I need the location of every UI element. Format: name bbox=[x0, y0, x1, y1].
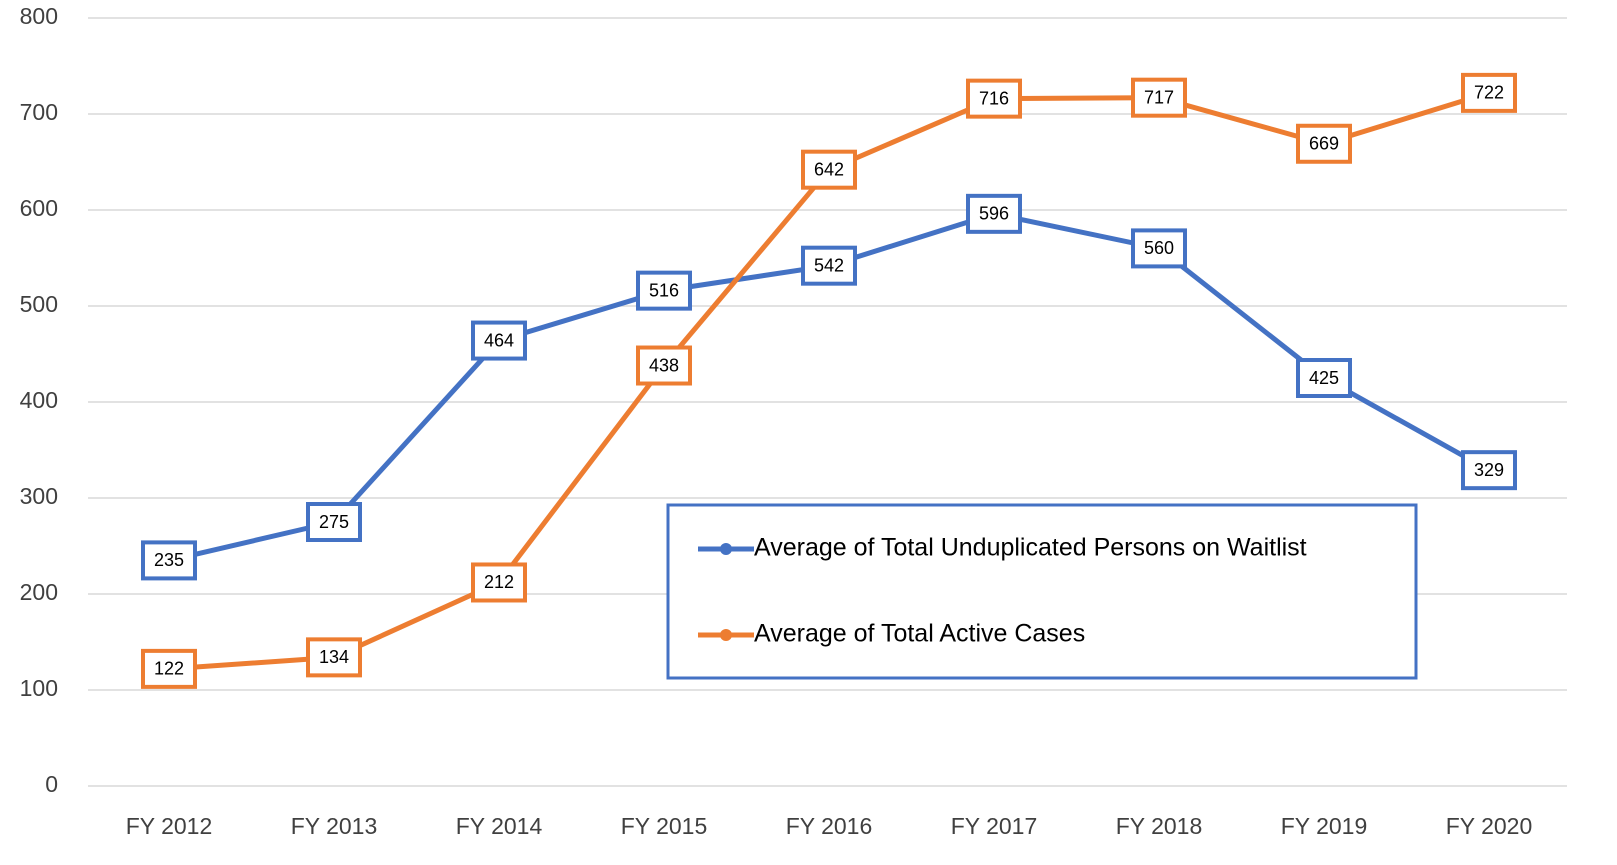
data-label: 642 bbox=[814, 159, 844, 179]
data-label-box bbox=[636, 345, 692, 386]
x-tick-label: FY 2018 bbox=[1116, 813, 1203, 839]
x-tick-label: FY 2019 bbox=[1281, 813, 1368, 839]
x-tick-label: FY 2017 bbox=[951, 813, 1038, 839]
legend-label: Average of Total Active Cases bbox=[754, 620, 1085, 648]
data-label: 560 bbox=[1144, 238, 1174, 258]
data-label: 717 bbox=[1144, 87, 1174, 107]
y-tick-label: 200 bbox=[20, 579, 58, 605]
y-tick-label: 100 bbox=[20, 675, 58, 701]
y-tick-label: 500 bbox=[20, 291, 58, 317]
data-label-box bbox=[1131, 228, 1187, 269]
data-label: 438 bbox=[649, 355, 679, 375]
y-tick-label: 0 bbox=[45, 771, 58, 797]
data-label-box bbox=[966, 193, 1022, 234]
data-label-box bbox=[636, 270, 692, 311]
data-label: 722 bbox=[1474, 83, 1504, 103]
y-tick-label: 300 bbox=[20, 483, 58, 509]
data-label-box bbox=[471, 320, 527, 361]
data-label-box bbox=[306, 502, 362, 542]
data-label: 425 bbox=[1309, 368, 1339, 388]
data-label-box bbox=[966, 78, 1022, 119]
data-label: 669 bbox=[1309, 134, 1339, 154]
y-tick-label: 400 bbox=[20, 387, 58, 413]
data-label: 464 bbox=[484, 330, 514, 350]
x-tick-label: FY 2013 bbox=[291, 813, 378, 839]
data-label-box bbox=[1296, 358, 1352, 398]
x-tick-label: FY 2012 bbox=[126, 813, 213, 839]
legend-marker bbox=[720, 543, 732, 555]
data-label: 542 bbox=[814, 255, 844, 275]
data-label: 235 bbox=[154, 550, 184, 570]
y-tick-label: 700 bbox=[20, 99, 58, 125]
y-tick-label: 800 bbox=[20, 3, 58, 29]
data-label-box bbox=[1461, 450, 1517, 491]
x-tick-label: FY 2015 bbox=[621, 813, 708, 839]
data-label: 134 bbox=[319, 647, 349, 667]
data-label-box bbox=[1131, 77, 1187, 118]
x-tick-label: FY 2020 bbox=[1446, 813, 1533, 839]
data-label-box bbox=[801, 149, 857, 190]
data-label-box bbox=[1461, 72, 1517, 113]
data-label: 516 bbox=[649, 280, 679, 300]
data-label-box bbox=[801, 245, 857, 286]
data-label: 275 bbox=[319, 512, 349, 532]
data-label-box bbox=[141, 648, 197, 689]
x-tick-label: FY 2014 bbox=[456, 813, 543, 839]
data-label: 329 bbox=[1474, 460, 1504, 480]
legend-marker bbox=[720, 629, 732, 641]
data-label-box bbox=[306, 637, 362, 678]
x-tick-label: FY 2016 bbox=[786, 813, 873, 839]
data-label-box bbox=[141, 540, 197, 581]
data-label: 596 bbox=[979, 204, 1009, 224]
legend-box bbox=[666, 503, 1418, 680]
y-tick-label: 600 bbox=[20, 195, 58, 221]
legend-label: Average of Total Unduplicated Persons on… bbox=[754, 534, 1307, 562]
data-label: 122 bbox=[154, 659, 184, 679]
data-label: 212 bbox=[484, 572, 514, 592]
data-label-box bbox=[1296, 123, 1352, 164]
data-label-box bbox=[471, 562, 527, 603]
data-label: 716 bbox=[979, 88, 1009, 108]
